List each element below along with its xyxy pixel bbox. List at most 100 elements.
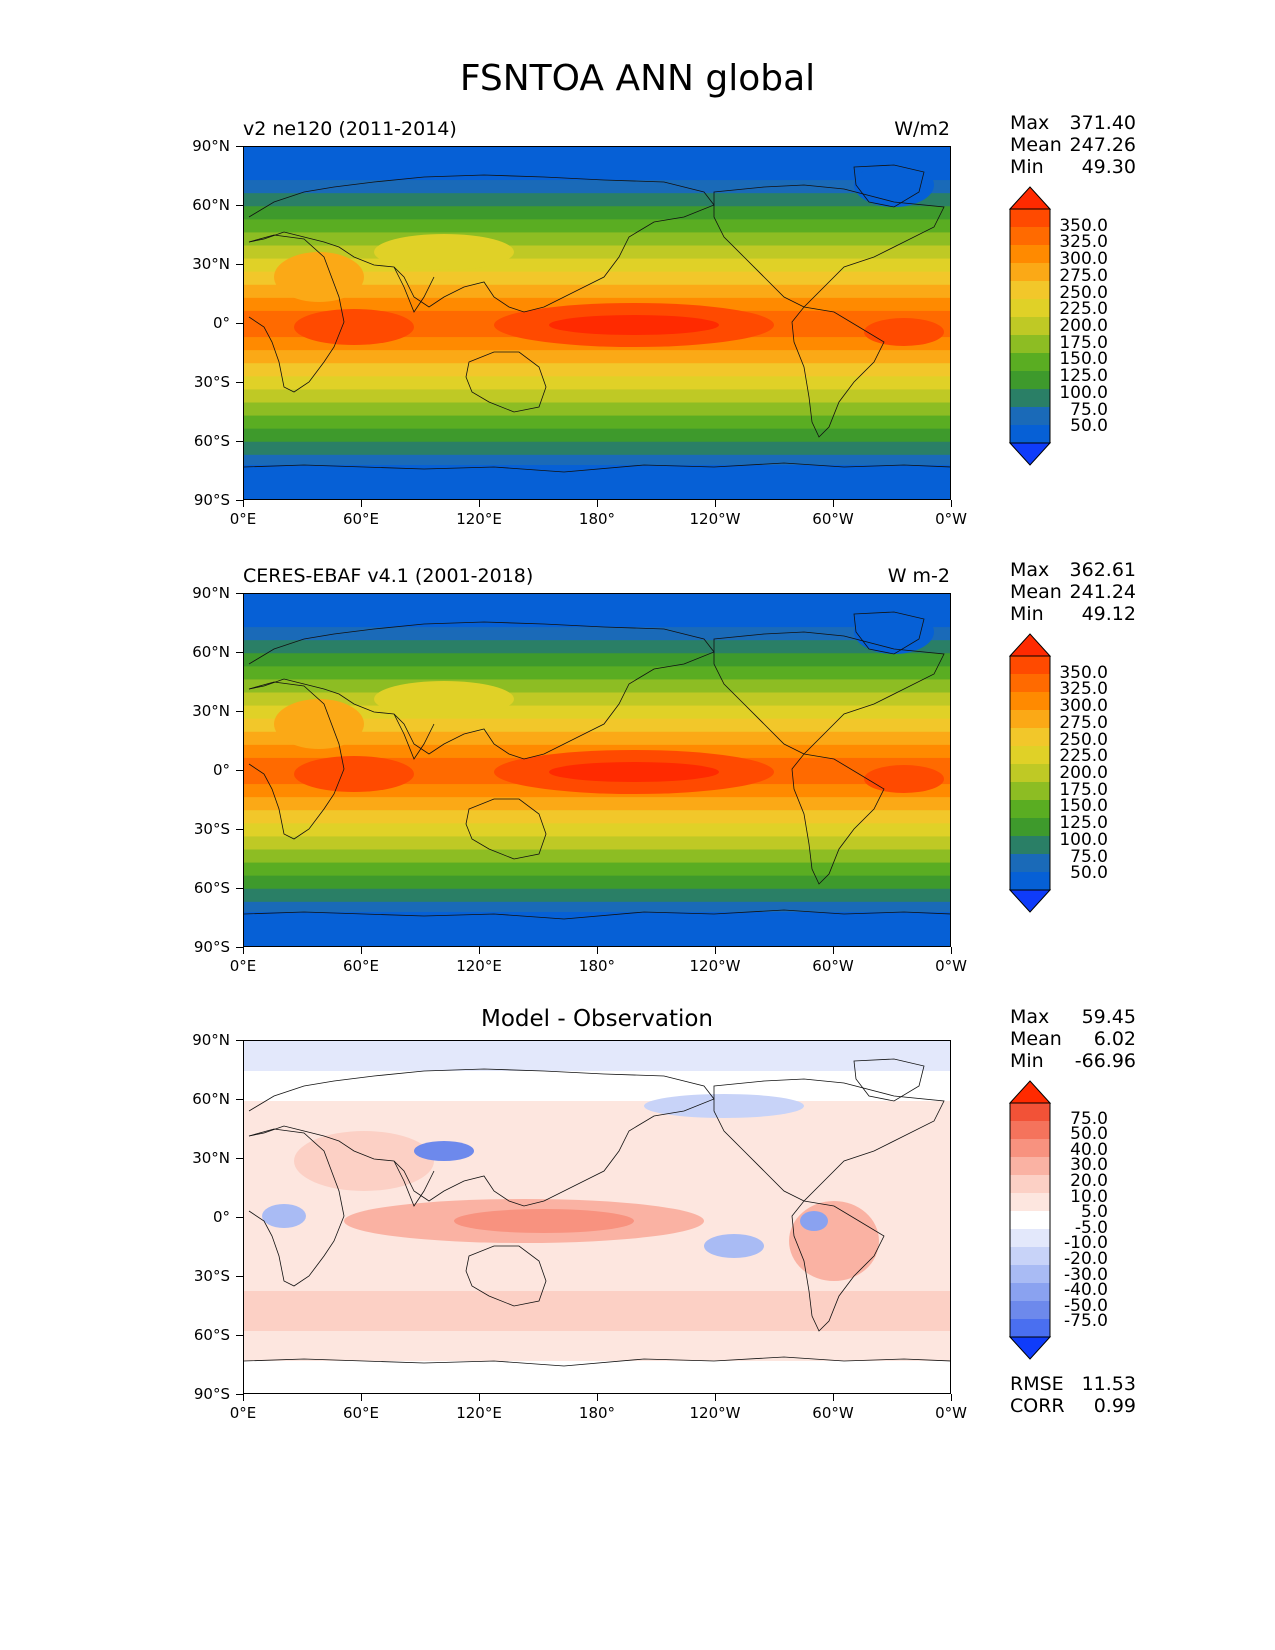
colorbar-tick-label: 275.0 <box>1059 712 1108 733</box>
stat-row: CORR 0.99 <box>1010 1395 1136 1417</box>
panel-1-stats: Max 371.40 Mean 247.26 Min 49.30 <box>1010 112 1136 178</box>
lat-tick <box>236 1276 243 1277</box>
colorbar-segment <box>1010 854 1050 873</box>
stat-label: Mean <box>1010 1028 1062 1050</box>
lat-tick-label: 90°N <box>192 1031 230 1049</box>
colorbar-extend-min <box>1008 889 1052 913</box>
stat-label: RMSE <box>1010 1373 1064 1395</box>
colorbar-segment <box>1010 1319 1050 1338</box>
stat-value: 49.30 <box>1081 156 1136 178</box>
stat-label: Mean <box>1010 581 1062 603</box>
lon-tick-label: 120°E <box>456 1404 502 1422</box>
colorbar-segment <box>1010 692 1050 711</box>
colorbar-tick-label: -40.0 <box>1064 1280 1108 1301</box>
panel-2-units: W m-2 <box>887 565 950 587</box>
stat-value: 0.99 <box>1093 1395 1136 1417</box>
stat-row: Mean 6.02 <box>1010 1028 1136 1050</box>
colorbar-tick-label: 100.0 <box>1059 829 1108 850</box>
stat-label: Max <box>1010 1006 1050 1028</box>
lat-tick-label: 90°S <box>193 1385 230 1403</box>
panel-1-left-title: v2 ne120 (2011-2014) <box>243 118 457 140</box>
lon-tick-label: 180° <box>578 1404 616 1422</box>
colorbar-segment <box>1010 746 1050 765</box>
lat-tick <box>236 146 243 147</box>
colorbar-tick-label: 250.0 <box>1059 729 1108 750</box>
colorbar-tick-label: 75.0 <box>1070 846 1108 867</box>
stat-row: Max 362.61 <box>1010 559 1136 581</box>
colorbar-segment <box>1010 281 1050 300</box>
colorbar-segment <box>1010 800 1050 819</box>
lat-tick <box>236 1394 243 1395</box>
colorbar-extend-max <box>1008 633 1052 657</box>
colorbar-tick-label: 325.0 <box>1059 232 1108 253</box>
lat-tick <box>236 500 243 501</box>
lon-tick <box>243 1394 244 1401</box>
lon-tick-label: 60°W <box>812 957 854 975</box>
lat-tick <box>236 947 243 948</box>
colorbar-tick-label: 175.0 <box>1059 779 1108 800</box>
colorbar-segment <box>1010 1229 1050 1248</box>
lon-tick <box>715 500 716 507</box>
stat-row: Min 49.12 <box>1010 603 1136 625</box>
colorbar-segment <box>1010 425 1050 444</box>
panel-1-map <box>243 146 951 500</box>
lon-tick-label: 180° <box>578 510 616 528</box>
stat-label: CORR <box>1010 1395 1065 1417</box>
lon-tick <box>951 500 952 507</box>
lat-tick <box>236 382 243 383</box>
lon-tick <box>243 947 244 954</box>
lon-tick-label: 0°W <box>935 957 967 975</box>
panel-3-title: Model - Observation <box>480 1006 714 1032</box>
lon-tick <box>833 947 834 954</box>
colorbar-segment <box>1010 1103 1050 1122</box>
colorbar-tick-label: 275.0 <box>1059 265 1108 286</box>
lon-tick <box>479 1394 480 1401</box>
colorbar-segment <box>1010 371 1050 390</box>
lon-tick <box>951 947 952 954</box>
panel-1-units: W/m2 <box>894 118 950 140</box>
colorbar-segment <box>1010 1193 1050 1212</box>
colorbar-segment <box>1010 782 1050 801</box>
colorbar-tick-label: -5.0 <box>1074 1217 1108 1238</box>
lat-tick <box>236 770 243 771</box>
panel-3-colorbar <box>1008 1080 1052 1360</box>
colorbar-segment <box>1010 1211 1050 1230</box>
lat-tick-label: 0° <box>212 1208 230 1226</box>
colorbar-segment <box>1010 764 1050 783</box>
lon-tick <box>479 947 480 954</box>
colorbar-tick-label: 50.0 <box>1070 416 1108 437</box>
colorbar-extend-min <box>1008 1336 1052 1360</box>
colorbar-segment <box>1010 656 1050 675</box>
stat-value: 362.61 <box>1069 559 1136 581</box>
lat-tick <box>236 1040 243 1041</box>
stat-value: 11.53 <box>1081 1373 1136 1395</box>
lon-tick <box>715 947 716 954</box>
stat-label: Min <box>1010 156 1044 178</box>
lat-tick-label: 30°S <box>193 373 230 391</box>
lat-tick-label: 60°S <box>193 432 230 450</box>
lat-tick <box>236 1099 243 1100</box>
colorbar-tick-label: 225.0 <box>1059 299 1108 320</box>
stat-value: -66.96 <box>1074 1050 1136 1072</box>
colorbar-tick-label: 150.0 <box>1059 349 1108 370</box>
colorbar-segment <box>1010 299 1050 318</box>
colorbar-segment <box>1010 317 1050 336</box>
lon-tick <box>833 1394 834 1401</box>
lon-tick-label: 180° <box>578 957 616 975</box>
lon-tick <box>833 500 834 507</box>
colorbar-tick-label: 10.0 <box>1070 1186 1108 1207</box>
lon-tick-label: 120°W <box>689 510 741 528</box>
stat-label: Max <box>1010 559 1050 581</box>
colorbar-segment <box>1010 263 1050 282</box>
colorbar-tick-label: 200.0 <box>1059 316 1108 336</box>
colorbar-tick-label: 225.0 <box>1059 746 1108 767</box>
panel-3-error-stats: RMSE 11.53 CORR 0.99 <box>1010 1373 1136 1417</box>
stat-row: Max 59.45 <box>1010 1006 1136 1028</box>
colorbar-segment <box>1010 1121 1050 1140</box>
stat-value: 241.24 <box>1069 581 1136 603</box>
colorbar-tick-label: -50.0 <box>1064 1295 1108 1316</box>
colorbar-segment <box>1010 1301 1050 1320</box>
colorbar-segment <box>1010 1283 1050 1302</box>
lon-tick-label: 60°E <box>342 1404 380 1422</box>
lat-tick-label: 90°N <box>192 584 230 602</box>
